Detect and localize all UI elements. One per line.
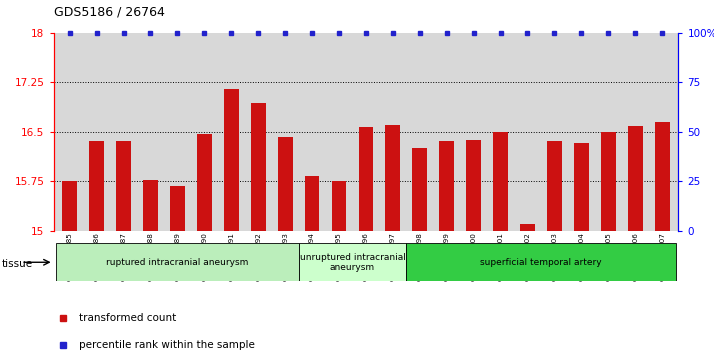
Bar <box>170 185 185 231</box>
Bar <box>143 180 158 231</box>
Bar <box>89 142 104 231</box>
Text: ruptured intracranial aneurysm: ruptured intracranial aneurysm <box>106 258 248 267</box>
Bar <box>413 148 427 231</box>
Bar <box>574 143 589 231</box>
Bar <box>655 122 670 231</box>
Bar <box>439 142 454 231</box>
Bar <box>251 103 266 231</box>
Bar <box>298 243 406 281</box>
Bar <box>466 139 481 231</box>
Bar <box>358 127 373 231</box>
Bar <box>386 125 401 231</box>
Bar <box>493 132 508 231</box>
Text: percentile rank within the sample: percentile rank within the sample <box>79 340 255 350</box>
Bar <box>116 142 131 231</box>
Bar <box>628 126 643 231</box>
Bar <box>547 142 562 231</box>
Bar <box>278 137 293 231</box>
Bar <box>305 176 319 231</box>
Bar <box>520 224 535 231</box>
Bar <box>56 243 298 281</box>
Bar <box>197 134 212 231</box>
Text: unruptured intracranial
aneurysm: unruptured intracranial aneurysm <box>300 253 406 272</box>
Text: GDS5186 / 26764: GDS5186 / 26764 <box>54 5 164 19</box>
Bar <box>406 243 675 281</box>
Bar <box>331 181 346 231</box>
Bar <box>224 89 238 231</box>
Text: superficial temporal artery: superficial temporal artery <box>480 258 602 267</box>
Text: transformed count: transformed count <box>79 313 176 323</box>
Bar <box>62 181 77 231</box>
Bar <box>601 132 615 231</box>
Text: tissue: tissue <box>2 259 34 269</box>
